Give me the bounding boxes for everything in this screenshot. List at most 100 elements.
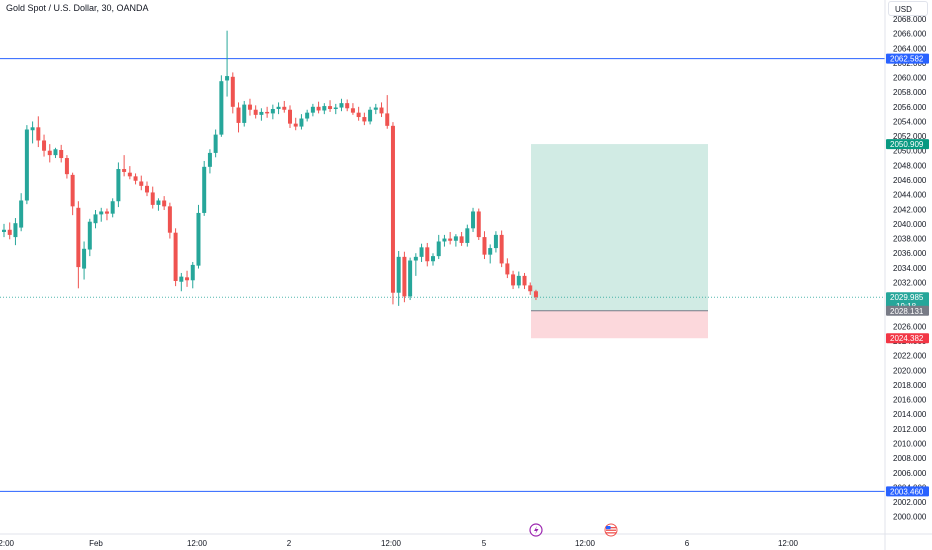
candle [413, 253, 418, 276]
candle-body [396, 256, 401, 293]
candle [408, 257, 413, 301]
candle-body [431, 256, 435, 262]
candle-body [419, 247, 424, 257]
candle [305, 109, 310, 122]
y-tick-label: 2050.000 [893, 147, 927, 156]
candle [299, 114, 304, 130]
candle [482, 231, 487, 260]
candle [87, 218, 92, 257]
candle-body [173, 232, 178, 282]
candle-body [522, 275, 527, 286]
y-tick-label: 2044.000 [893, 191, 927, 200]
candle-body [42, 140, 47, 151]
candle-body [476, 211, 481, 238]
candle-body [110, 201, 115, 214]
y-tick-label: 2002.000 [893, 498, 927, 507]
candle [76, 201, 81, 289]
y-tick-label: 2022.000 [893, 352, 927, 361]
candle-body [64, 158, 69, 175]
y-tick-label: 2056.000 [893, 103, 927, 112]
candle-body [247, 104, 252, 110]
candle [448, 231, 453, 245]
candle-body [379, 107, 384, 114]
candle [162, 196, 167, 211]
candle [185, 270, 190, 287]
candle [190, 261, 195, 289]
candle [265, 106, 270, 118]
candle [230, 72, 235, 114]
y-tick-label: 2060.000 [893, 74, 927, 83]
candle-body [82, 248, 87, 269]
candle [179, 272, 184, 292]
candle [213, 129, 218, 158]
candle-body [528, 285, 533, 292]
stop-zone [531, 310, 708, 339]
candle [13, 218, 18, 246]
candle [93, 210, 98, 229]
candle [104, 208, 109, 221]
line-price-tag-0: 2062.582 [890, 55, 924, 64]
candle-body [328, 106, 333, 110]
candle [219, 75, 224, 137]
candle [276, 102, 281, 115]
candle [499, 230, 504, 268]
candle-body [310, 106, 315, 113]
candle [368, 106, 373, 125]
y-tick-label: 2026.000 [893, 322, 927, 331]
candle [333, 103, 338, 115]
candle [390, 122, 395, 305]
candle [288, 105, 292, 129]
candle [436, 234, 441, 260]
candle-body [499, 234, 504, 264]
candle-body [373, 107, 378, 110]
stop-price-tag: 2024.382 [890, 334, 924, 343]
candle-body [156, 200, 161, 205]
candle [270, 104, 275, 120]
candle-body [70, 174, 75, 207]
lightning-icon[interactable] [529, 523, 543, 537]
candle [379, 102, 384, 118]
y-tick-label: 2058.000 [893, 88, 927, 97]
candle-body [425, 247, 430, 262]
candle [19, 193, 24, 232]
candle [225, 30, 230, 97]
x-tick-label: 12:00 [778, 539, 799, 548]
candle-body [99, 211, 104, 215]
candle-body [122, 169, 127, 172]
candle-body [185, 277, 190, 281]
candle [516, 271, 521, 289]
candle-body [436, 241, 441, 257]
x-tick-label: Feb [89, 539, 103, 548]
candle-body [230, 76, 235, 107]
line-price-tag-1: 2003.460 [890, 487, 924, 496]
candle [385, 95, 390, 129]
candle [328, 100, 333, 112]
candle [471, 207, 476, 232]
y-tick-label: 2014.000 [893, 410, 927, 419]
candle-body [322, 106, 327, 111]
candle [82, 241, 87, 280]
candle-body [402, 256, 407, 297]
x-tick-label: 5 [482, 539, 487, 548]
currency-button[interactable]: USD [888, 1, 928, 16]
line-price-tag-0-bg [886, 53, 929, 64]
candle [345, 99, 350, 112]
candle-body [511, 274, 516, 286]
candle [453, 234, 458, 247]
y-tick-label: 2040.000 [893, 220, 927, 229]
y-tick-label: 2010.000 [893, 439, 927, 448]
x-tick-label: 6 [685, 539, 690, 548]
candle [505, 258, 510, 279]
candle-body [53, 149, 58, 156]
symbol-title[interactable]: Gold Spot / U.S. Dollar, 30, OANDA [6, 3, 149, 13]
us-flag-icon[interactable] [604, 523, 618, 537]
candle [196, 204, 201, 269]
stop-price-tag-bg [886, 333, 929, 344]
candle [242, 100, 247, 127]
y-tick-label: 2032.000 [893, 278, 927, 287]
candle-body [242, 104, 247, 123]
candle [7, 222, 12, 240]
y-tick-label: 2066.000 [893, 30, 927, 39]
